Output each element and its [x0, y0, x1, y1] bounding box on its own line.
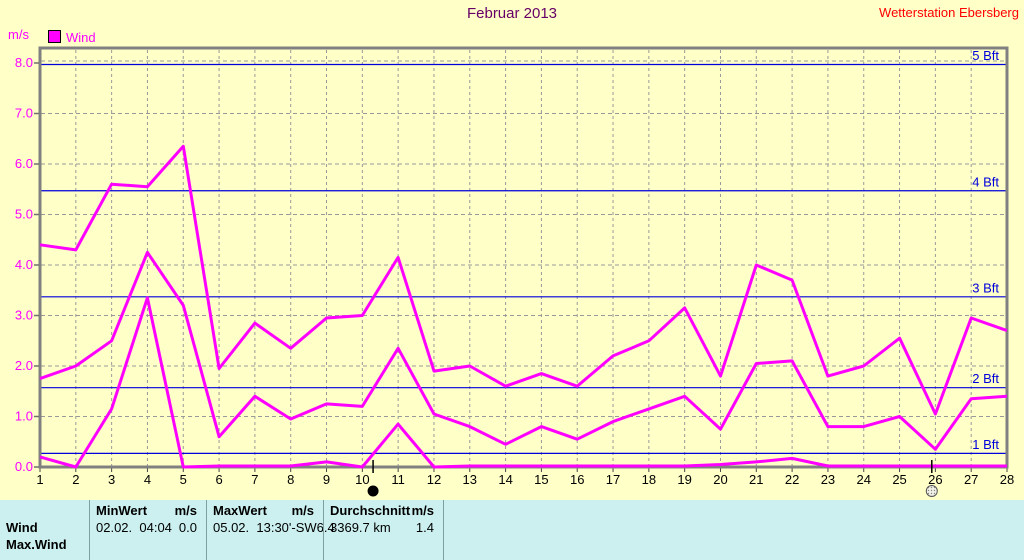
legend-label: Wind: [66, 30, 96, 45]
wind-series-swatch-icon: [48, 30, 61, 43]
maxwert-timestamp: 05.02. 13:30'-SW: [213, 520, 317, 535]
x-tick-label: 25: [892, 472, 906, 487]
stats-row-label-column: Wind Max.Wind: [0, 500, 89, 560]
durchschnitt-header: Durchschnitt: [330, 503, 411, 518]
new-moon-icon: [367, 485, 379, 497]
wind-daily-mean-line: [39, 250, 1008, 451]
x-tick-label: 1: [36, 472, 43, 487]
y-tick-label: 8.0: [15, 55, 33, 70]
beaufort-label: 4 Bft: [972, 174, 999, 189]
x-tick-label: 20: [713, 472, 727, 487]
horizontal-gridlines: [41, 60, 1006, 417]
maxwert-header: MaxWert: [213, 503, 267, 518]
beaufort-label: 5 Bft: [972, 48, 999, 63]
x-tick-label: 27: [964, 472, 978, 487]
x-tick-label: 2: [72, 472, 79, 487]
y-axis-labels: 0.0 1.0 2.0 3.0 4.0 5.0 6.0 7.0 8.0: [15, 55, 39, 474]
x-tick-label: 22: [785, 472, 799, 487]
maxwert-value: 6.4: [316, 520, 335, 535]
y-tick-label: 5.0: [15, 207, 33, 222]
y-tick-label: 2.0: [15, 358, 33, 373]
wind-daily-max-line: [39, 144, 1008, 416]
plot-border: [38, 46, 1009, 469]
x-axis-labels: 1 2 3 4 5 6 7 8 9 10 11 12 13 14 15 16 17 18 19 20 21 22 23 24 2…: [36, 468, 1014, 487]
stats-col-maxwert: MaxWert m/s 05.02. 13:30'-SW 6.4: [206, 500, 335, 560]
stats-col-minwert: MinWert m/s 02.02. 04:04 0.0: [89, 500, 206, 560]
x-tick-label: 24: [857, 472, 871, 487]
y-tick-label: 7.0: [15, 106, 33, 121]
y-tick-label: 0.0: [15, 459, 33, 474]
x-tick-label: 4: [144, 472, 151, 487]
x-tick-label: 28: [1000, 472, 1014, 487]
x-tick-label: 23: [821, 472, 835, 487]
beaufort-lines: 1 Bft 2 Bft 3 Bft 4 Bft 5 Bft: [41, 48, 1006, 454]
minwert-unit: m/s: [174, 503, 197, 518]
x-tick-label: 16: [570, 472, 584, 487]
x-tick-label: 3: [108, 472, 115, 487]
x-tick-label: 8: [287, 472, 294, 487]
x-tick-label: 11: [391, 472, 405, 487]
durchschnitt-unit: m/s: [411, 503, 434, 518]
x-tick-label: 12: [427, 472, 441, 487]
x-tick-label: 21: [749, 472, 763, 487]
page-title: Februar 2013: [466, 5, 558, 22]
stats-table: Wind Max.Wind MinWert m/s 02.02. 04:04 0…: [0, 500, 1024, 560]
beaufort-label: 2 Bft: [972, 371, 999, 386]
x-tick-label: 7: [251, 472, 258, 487]
y-tick-label: 1.0: [15, 409, 33, 424]
minwert-value: 0.0: [178, 520, 197, 535]
x-tick-label: 15: [534, 472, 548, 487]
x-tick-label: 9: [323, 472, 330, 487]
x-tick-label: 10: [355, 472, 369, 487]
beaufort-label: 3 Bft: [972, 280, 999, 295]
wind-line-chart: 1 Bft 2 Bft 3 Bft 4 Bft 5 Bft 0.0 1.0 2.0 3.0 4.0…: [15, 46, 1014, 497]
wind-daily-min-line: [39, 296, 1007, 469]
weather-chart-page: { "header": { "title": "Februar 2013", "…: [0, 5, 1024, 560]
stats-row-label: Wind: [6, 520, 38, 535]
x-tick-label: 17: [606, 472, 620, 487]
durchschnitt-windrun: 3369.7 km: [330, 520, 391, 535]
x-tick-label: 6: [215, 472, 222, 487]
maxwert-unit: m/s: [291, 503, 314, 518]
x-tick-label: 19: [677, 472, 691, 487]
y-tick-label: 6.0: [15, 156, 33, 171]
moon-markers: [367, 460, 938, 497]
y-axis-unit-label: m/s: [8, 27, 29, 42]
durchschnitt-value: 1.4: [415, 520, 434, 535]
x-tick-label: 26: [928, 472, 942, 487]
minwert-timestamp: 02.02. 04:04: [96, 520, 172, 535]
station-name: Wetterstation Ebersberg: [879, 5, 1019, 20]
wind-series-lines: [39, 144, 1008, 469]
y-tick-label: 4.0: [15, 257, 33, 272]
stats-next-row-label-clipped: Max.Wind: [6, 537, 67, 552]
beaufort-label: 1 Bft: [972, 437, 999, 452]
x-tick-label: 18: [642, 472, 656, 487]
x-tick-label: 14: [498, 472, 512, 487]
y-tick-label: 3.0: [15, 308, 33, 323]
x-tick-label: 5: [180, 472, 187, 487]
full-moon-icon: [925, 485, 938, 497]
stats-col-durchschnitt: Durchschnitt m/s 3369.7 km 1.4: [323, 500, 443, 560]
x-tick-label: 13: [463, 472, 477, 487]
minwert-header: MinWert: [96, 503, 148, 518]
legend: Wind: [48, 30, 96, 45]
stats-col-empty: [443, 500, 1024, 560]
